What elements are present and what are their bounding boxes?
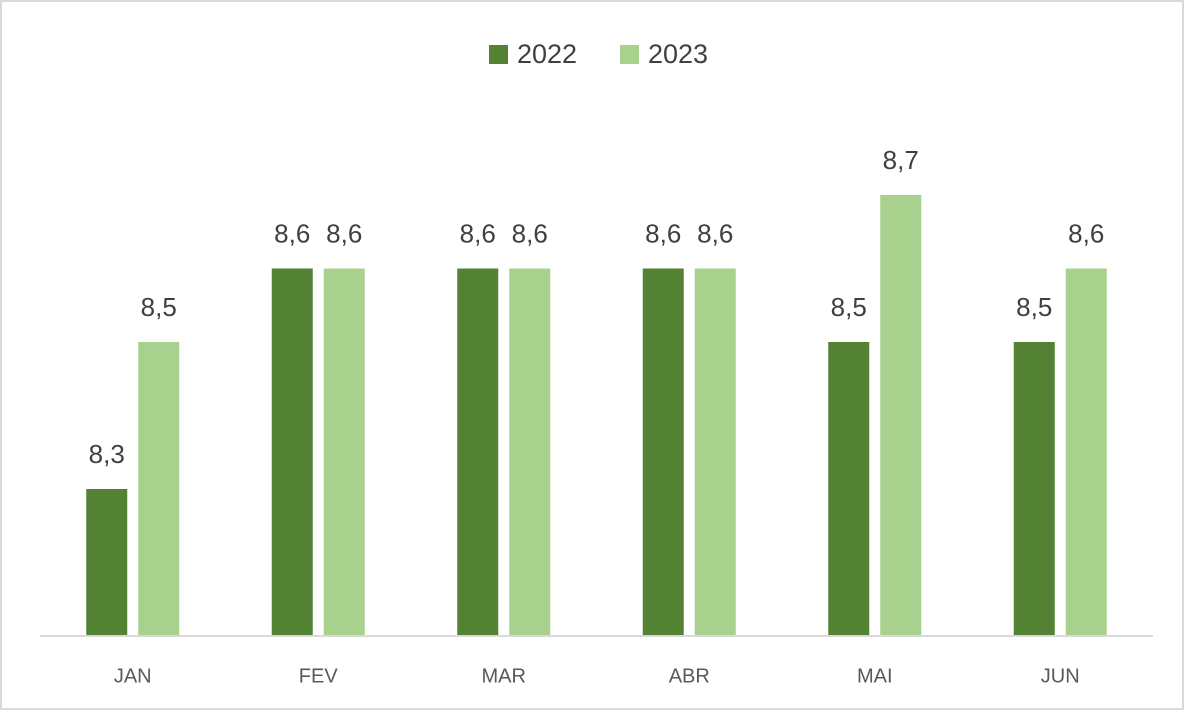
- bar: [323, 268, 365, 636]
- bar: [271, 268, 313, 636]
- x-tick-label: ABR: [669, 665, 710, 687]
- bar: [642, 268, 684, 636]
- data-label: 8,6: [512, 218, 548, 248]
- x-tick-label: MAI: [857, 665, 893, 687]
- bar: [694, 268, 736, 636]
- data-label: 8,6: [326, 218, 362, 248]
- data-label: 8,6: [645, 218, 681, 248]
- data-label: 8,6: [697, 218, 733, 248]
- bar: [880, 195, 922, 636]
- data-label: 8,3: [89, 439, 125, 469]
- data-label: 8,7: [883, 145, 919, 175]
- legend-swatch: [489, 45, 508, 64]
- bar: [1065, 268, 1107, 636]
- x-tick-label: MAR: [482, 665, 526, 687]
- x-tick-label: FEV: [299, 665, 339, 687]
- bar: [1013, 342, 1055, 636]
- data-label: 8,6: [1068, 218, 1104, 248]
- legend-label: 2022: [517, 39, 577, 69]
- bar: [828, 342, 870, 636]
- legend-label: 2023: [648, 39, 708, 69]
- data-label: 8,5: [141, 292, 177, 322]
- bar: [138, 342, 180, 636]
- bar: [86, 489, 128, 636]
- x-tick-label: JUN: [1041, 665, 1080, 687]
- bar: [457, 268, 499, 636]
- x-tick-label: JAN: [114, 665, 152, 687]
- data-label: 8,5: [831, 292, 867, 322]
- legend-swatch: [620, 45, 639, 64]
- data-label: 8,6: [460, 218, 496, 248]
- bar: [509, 268, 551, 636]
- data-label: 8,5: [1016, 292, 1052, 322]
- data-label: 8,6: [274, 218, 310, 248]
